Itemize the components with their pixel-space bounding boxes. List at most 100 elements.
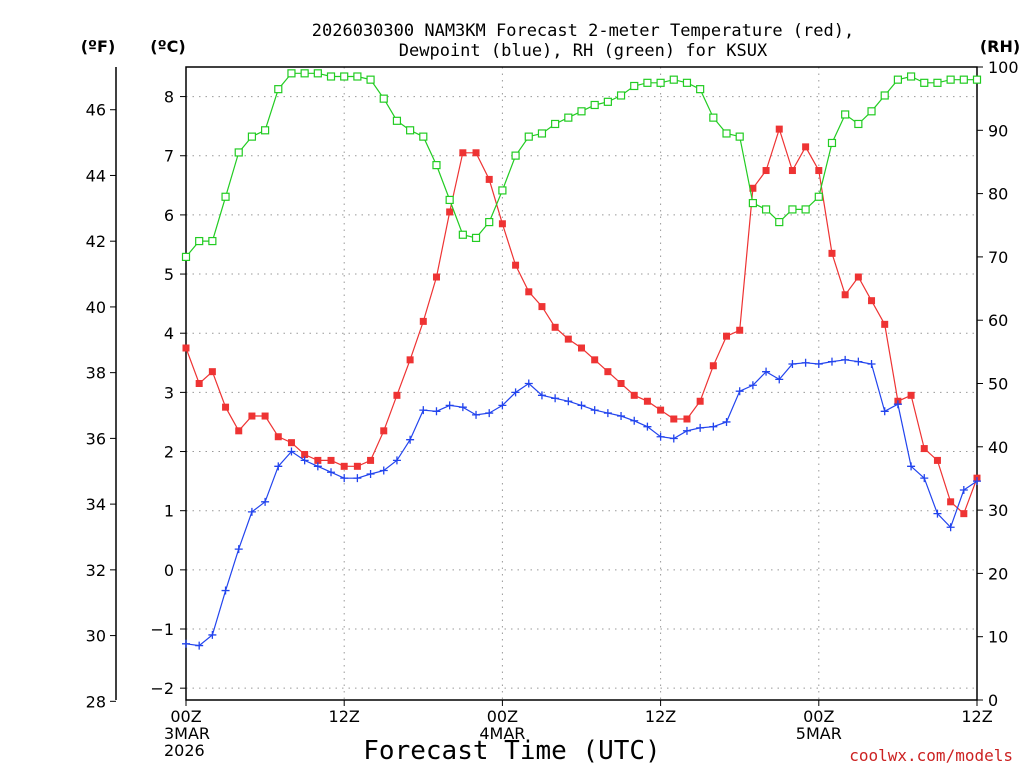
dewpoint-point: [788, 359, 797, 368]
temperature-point: [749, 184, 757, 192]
dewpoint-point: [379, 466, 388, 475]
dewpoint-point: [208, 630, 217, 639]
dewpoint-point: [933, 509, 942, 518]
rh-point: [247, 132, 257, 141]
temperature-point: [208, 368, 216, 376]
celsius-tick-label: 3: [164, 383, 174, 402]
chart-title-line-1: 2026030300 NAM3KM Forecast 2-meter Tempe…: [312, 21, 854, 41]
fahrenheit-tick-label: 36: [86, 429, 106, 448]
dewpoint-point: [920, 474, 929, 483]
celsius-unit-label: (ºC): [150, 37, 185, 56]
dewpoint-series: [182, 355, 981, 650]
temperature-point: [419, 317, 427, 325]
rh-point: [419, 132, 428, 141]
rh-point: [906, 72, 916, 81]
axes: −2−1012345678283032343638404244460102030…: [86, 58, 1019, 760]
temperature-point: [367, 456, 375, 464]
temperature-point: [802, 143, 810, 151]
celsius-tick-label: 6: [164, 206, 174, 225]
temperature-point: [947, 498, 955, 506]
temperature-point: [907, 391, 915, 399]
temperature-point: [446, 208, 454, 216]
rh-point: [551, 119, 560, 129]
dewpoint-point: [406, 435, 415, 444]
rh-point: [920, 78, 929, 87]
gridlines: [186, 67, 977, 700]
temperature-point: [736, 326, 744, 334]
rh-tick-label: 100: [988, 58, 1019, 77]
rh-tick-label: 80: [988, 185, 1008, 204]
dewpoint-point: [748, 381, 757, 390]
dewpoint-point: [551, 394, 560, 403]
rh-tick-label: 70: [988, 248, 1008, 267]
dewpoint-point: [814, 359, 823, 368]
dewpoint-point: [709, 422, 718, 431]
temperature-point: [617, 380, 625, 387]
temperature-point: [340, 462, 348, 470]
temperature-point: [235, 427, 243, 435]
temperature-point: [815, 167, 823, 175]
rh-point: [471, 233, 481, 243]
temperature-point: [591, 356, 599, 364]
dewpoint-point: [261, 497, 270, 506]
celsius-tick-label: 2: [164, 443, 174, 462]
celsius-tick-label: 4: [164, 324, 174, 343]
temperature-point: [182, 344, 190, 352]
dewpoint-point: [854, 357, 863, 366]
dewpoint-point: [722, 417, 731, 426]
dewpoint-point: [973, 477, 981, 486]
rh-point: [775, 217, 784, 227]
celsius-tick-label: 1: [164, 502, 174, 521]
temperature-point: [841, 291, 849, 299]
temperature-point: [512, 261, 520, 269]
dewpoint-point: [485, 409, 494, 418]
dewpoint-point: [630, 416, 639, 425]
rh-point: [630, 81, 639, 91]
rh-point: [564, 113, 573, 122]
fahrenheit-tick-label: 34: [86, 495, 106, 514]
plot-frame: [185, 66, 978, 701]
rh-point: [814, 192, 823, 201]
celsius-tick-label: −1: [150, 620, 174, 639]
temperature-point: [657, 406, 665, 414]
dewpoint-point: [353, 474, 362, 483]
temperature-point: [564, 335, 572, 343]
rh-point: [485, 217, 494, 227]
temperature-point: [775, 125, 783, 133]
temperature-point: [380, 427, 388, 435]
dewpoint-point: [880, 407, 889, 416]
rh-point: [682, 78, 692, 87]
temperature-point: [393, 391, 401, 399]
temperature-point: [406, 356, 414, 364]
dewpoint-point: [182, 639, 190, 648]
rh-point: [379, 94, 388, 103]
dewpoint-point: [603, 409, 612, 418]
rh-point: [181, 252, 191, 261]
rh-point: [616, 91, 626, 100]
temperature-point: [709, 362, 717, 370]
dewpoint-point: [669, 434, 678, 443]
dewpoint-point: [221, 586, 230, 595]
temperature-point: [604, 368, 612, 376]
rh-point: [577, 107, 586, 116]
dewpoint-point: [537, 391, 546, 400]
celsius-tick-label: 5: [164, 265, 174, 284]
dewpoint-point: [458, 403, 467, 412]
temperature-point: [525, 288, 533, 296]
temperature-point: [788, 167, 796, 175]
dewpoint-point: [340, 474, 349, 483]
rh-point: [234, 148, 243, 157]
rh-point: [287, 69, 296, 78]
temperature-point: [327, 456, 335, 464]
rh-line: [185, 72, 977, 258]
rh-point: [603, 97, 612, 106]
dewpoint-point: [762, 367, 771, 376]
rh-point: [696, 85, 705, 94]
rh-point: [827, 138, 837, 148]
dewpoint-point: [735, 387, 744, 396]
dewpoint-point: [907, 462, 916, 471]
fahrenheit-unit-label: (ºF): [81, 37, 116, 56]
rh-point: [406, 126, 415, 135]
temperature-point: [630, 391, 638, 399]
temperature-point: [881, 320, 889, 328]
